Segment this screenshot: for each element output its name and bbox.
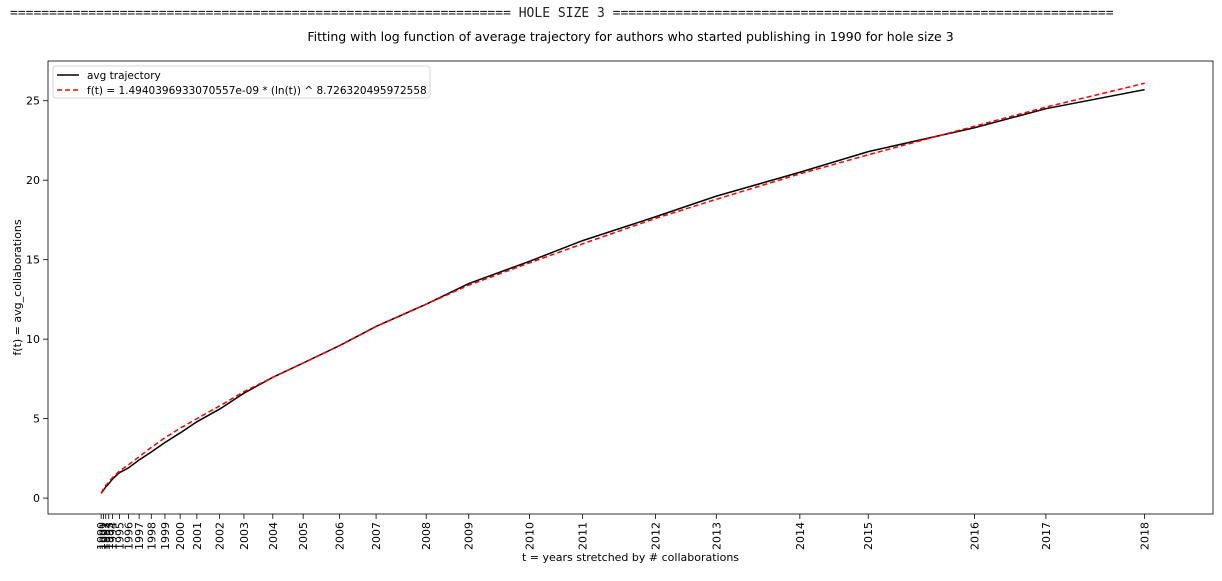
x-tick-label: 1993	[103, 522, 116, 550]
y-axis-label: f(t) = avg_collaborations	[11, 219, 24, 355]
x-tick-label: 2009	[463, 522, 476, 550]
y-tick-label: 25	[26, 95, 40, 108]
x-tick-label: 2016	[969, 522, 982, 550]
y-tick-label: 15	[26, 254, 40, 267]
avg-trajectory-line	[100, 88, 1145, 494]
x-tick-label: 2011	[577, 522, 590, 550]
y-tick-label: 0	[33, 492, 40, 505]
legend-fit-label: f(t) = 1.4940396933070557e-09 * (ln(t)) …	[87, 85, 427, 97]
chart-title: Fitting with log function of average tra…	[307, 29, 953, 44]
x-tick-label: 1990	[95, 522, 108, 550]
plot-frame	[47, 60, 1214, 515]
x-tick-label: 1996	[123, 522, 136, 550]
x-tick-label: 1999	[159, 522, 172, 550]
legend-box	[52, 65, 431, 99]
x-tick-label: 2017	[1040, 522, 1053, 550]
legend-avg-label: avg trajectory	[87, 70, 161, 82]
x-tick-label: 2003	[238, 522, 251, 550]
x-tick-label: 2005	[297, 522, 310, 550]
x-tick-label: 2002	[214, 522, 227, 550]
x-tick-label: 2012	[650, 522, 663, 550]
x-tick-label: 2000	[174, 522, 187, 550]
x-tick-label: 1997	[133, 522, 146, 550]
x-tick-label: 2001	[191, 522, 204, 550]
x-tick-label: 2006	[334, 522, 347, 550]
x-tick-label: 2018	[1139, 522, 1152, 550]
fit-curve-line	[100, 82, 1145, 494]
x-tick-label: 1991	[97, 522, 110, 550]
y-tick-label: 10	[26, 333, 40, 346]
x-tick-label: 1998	[145, 522, 158, 550]
x-tick-label: 2010	[523, 522, 536, 550]
x-tick-label: 2013	[710, 522, 723, 550]
y-tick-label: 5	[33, 413, 40, 426]
x-tick-label: 2004	[267, 522, 280, 550]
x-tick-label: 2007	[370, 522, 383, 550]
x-tick-label: 2014	[794, 522, 807, 550]
x-tick-label: 1994	[107, 522, 120, 550]
y-tick-label: 20	[26, 174, 40, 187]
hole-size-banner: ========================================…	[10, 6, 1114, 21]
x-tick-label: 1995	[113, 522, 126, 550]
x-tick-label: 1992	[100, 522, 113, 550]
x-axis-label: t = years stretched by # collaborations	[522, 551, 739, 564]
x-tick-label: 2015	[862, 522, 875, 550]
x-tick-label: 2008	[420, 522, 433, 550]
